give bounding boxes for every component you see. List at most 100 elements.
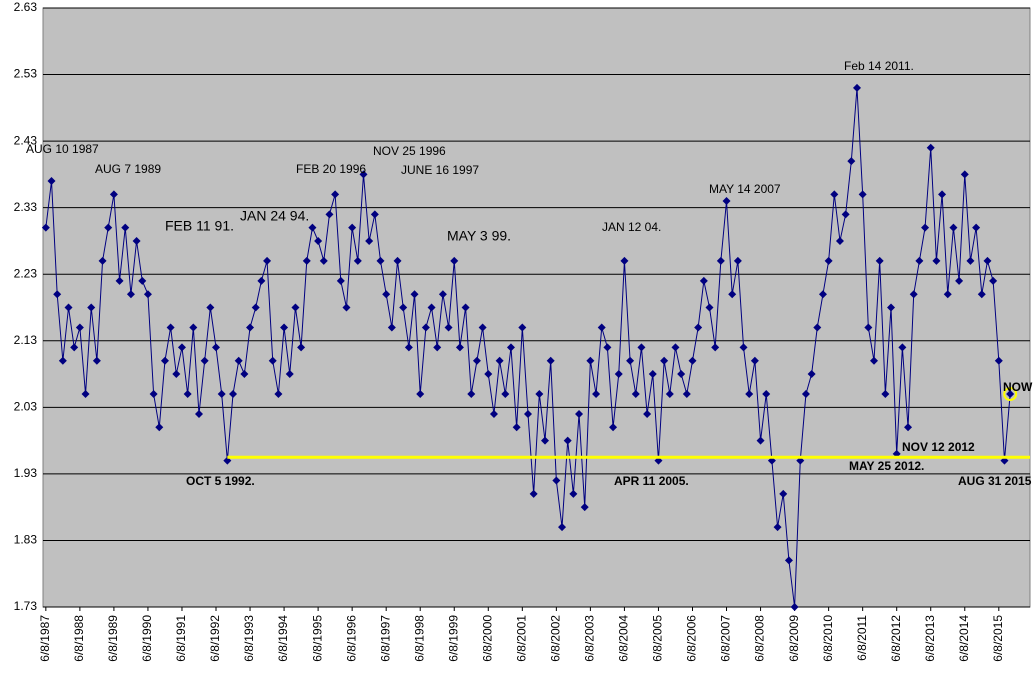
marker <box>779 489 788 498</box>
marker <box>626 356 635 365</box>
annotation: AUG 31 2015 <box>958 474 1032 488</box>
annotation: MAY 3 99. <box>447 228 511 244</box>
y-tick-label: 2.53 <box>14 67 38 81</box>
x-tick-label: 6/8/2002 <box>549 615 563 662</box>
x-tick-label: 6/8/2000 <box>480 615 494 662</box>
marker <box>189 323 198 332</box>
marker <box>745 390 754 399</box>
marker <box>274 390 283 399</box>
marker <box>92 356 101 365</box>
marker <box>966 256 975 265</box>
marker <box>438 290 447 299</box>
marker <box>603 343 612 352</box>
x-tick-label: 6/8/1994 <box>276 615 290 662</box>
marker <box>801 390 810 399</box>
annotation: JUNE 16 1997 <box>401 163 479 177</box>
marker <box>870 356 879 365</box>
marker <box>342 303 351 312</box>
marker <box>160 356 169 365</box>
marker <box>989 276 998 285</box>
marker <box>285 370 294 379</box>
y-tick-label: 2.63 <box>14 0 38 14</box>
marker <box>518 323 527 332</box>
marker <box>813 323 822 332</box>
marker <box>387 323 396 332</box>
marker <box>433 343 442 352</box>
annotation: JAN 24 94. <box>240 208 309 224</box>
marker <box>597 323 606 332</box>
annotation: APR 11 2005. <box>614 474 689 488</box>
marker <box>353 256 362 265</box>
marker <box>529 489 538 498</box>
marker <box>728 290 737 299</box>
marker <box>546 356 555 365</box>
marker <box>631 390 640 399</box>
x-tick-label: 6/8/2006 <box>685 615 699 662</box>
marker <box>960 170 969 179</box>
x-tick-label: 6/8/1989 <box>106 615 120 662</box>
marker <box>319 256 328 265</box>
x-tick-label: 6/8/1987 <box>38 615 52 662</box>
marker <box>711 343 720 352</box>
marker <box>994 356 1003 365</box>
marker <box>682 390 691 399</box>
marker <box>297 343 306 352</box>
now-highlight <box>1003 387 1018 402</box>
x-tick-label: 6/8/2003 <box>583 615 597 662</box>
annotation: JAN 12 04. <box>602 220 661 234</box>
x-tick-label: 6/8/1993 <box>242 615 256 662</box>
y-tick-label: 1.83 <box>14 533 38 547</box>
marker <box>41 223 50 232</box>
marker <box>506 343 515 352</box>
marker <box>410 290 419 299</box>
marker <box>450 256 459 265</box>
marker <box>376 256 385 265</box>
marker <box>552 476 561 485</box>
marker <box>671 343 680 352</box>
marker <box>251 303 260 312</box>
marker <box>660 356 669 365</box>
x-tick-label: 6/8/2001 <box>514 615 528 662</box>
marker <box>643 409 652 418</box>
x-tick-label: 6/8/2012 <box>889 615 903 662</box>
marker <box>212 343 221 352</box>
marker <box>972 223 981 232</box>
marker <box>382 290 391 299</box>
marker <box>336 276 345 285</box>
annotation: MAY 14 2007 <box>709 182 781 196</box>
x-tick-label: 6/8/2009 <box>787 615 801 662</box>
x-tick-label: 6/8/1996 <box>344 615 358 662</box>
x-tick-label: 6/8/2013 <box>923 615 937 662</box>
marker <box>955 276 964 285</box>
marker <box>427 303 436 312</box>
marker <box>172 370 181 379</box>
marker <box>98 256 107 265</box>
marker <box>155 423 164 432</box>
marker <box>478 323 487 332</box>
marker <box>359 170 368 179</box>
marker <box>677 370 686 379</box>
y-tick-label: 2.23 <box>14 266 38 280</box>
x-tick-label: 6/8/1997 <box>378 615 392 662</box>
marker <box>558 523 567 532</box>
marker <box>688 356 697 365</box>
annotation: FEB 11 91. <box>165 218 234 234</box>
annotation: OCT 5 1992. <box>186 474 255 488</box>
marker <box>444 323 453 332</box>
marker <box>733 256 742 265</box>
marker <box>70 343 79 352</box>
marker <box>915 256 924 265</box>
annotation: AUG 10 1987 <box>26 142 99 156</box>
marker <box>773 523 782 532</box>
marker <box>665 390 674 399</box>
y-tick-label: 2.13 <box>14 333 38 347</box>
marker <box>852 83 861 92</box>
marker <box>138 276 147 285</box>
marker <box>240 370 249 379</box>
marker <box>115 276 124 285</box>
marker <box>756 436 765 445</box>
marker <box>64 303 73 312</box>
marker <box>864 323 873 332</box>
marker <box>87 303 96 312</box>
marker <box>149 390 158 399</box>
